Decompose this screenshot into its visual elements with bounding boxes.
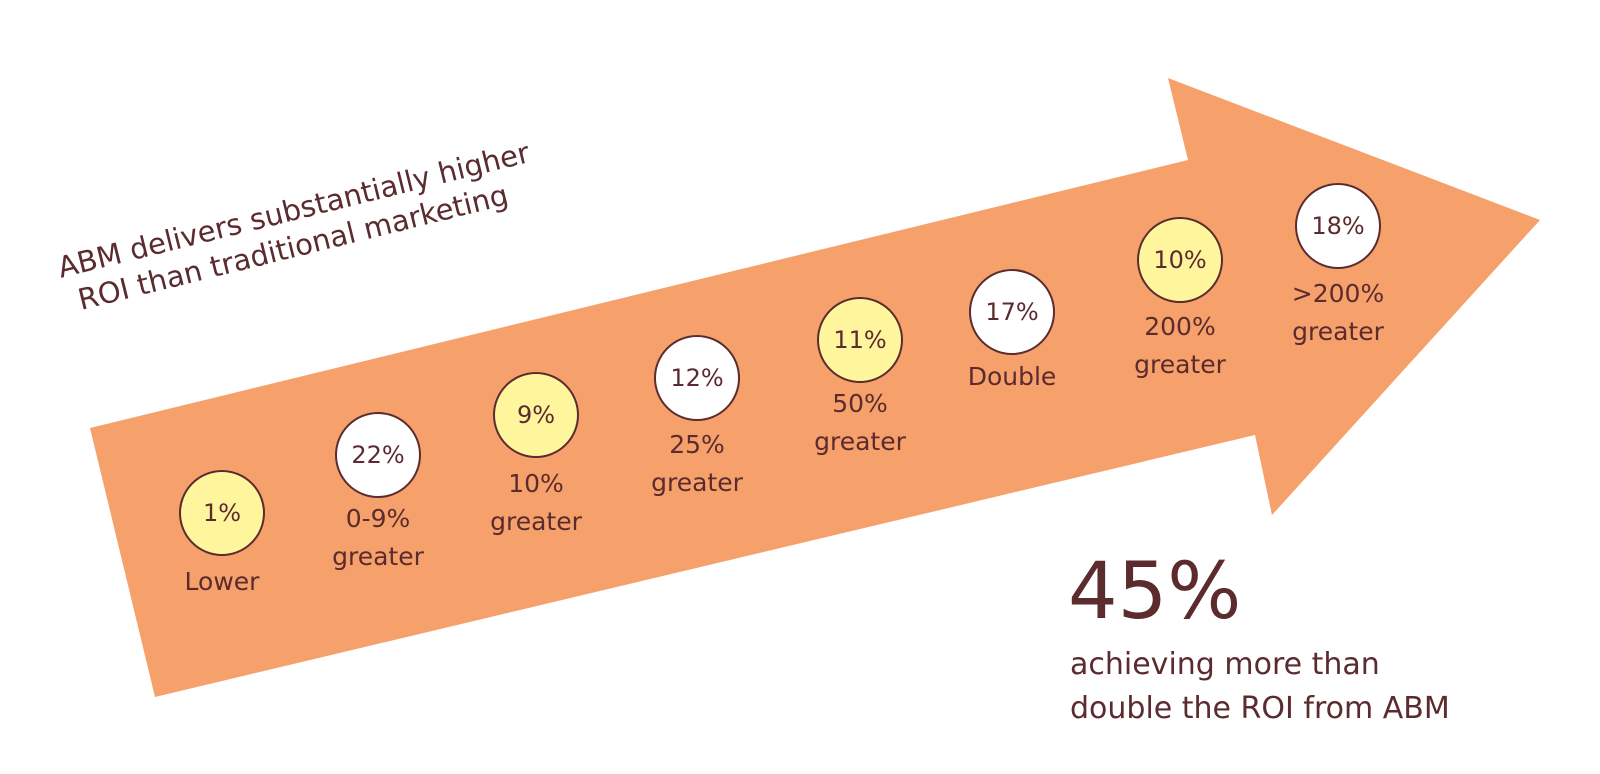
item-label: greater [1292,317,1384,346]
item-label: 0-9% [346,504,411,533]
arrow [90,78,1540,697]
value-circle [335,412,421,498]
value-circle [493,372,579,458]
value-label: 12% [670,364,723,392]
item-label: greater [1134,350,1226,379]
item-label: 200% [1144,312,1215,341]
highlight-value: 45% [1068,547,1241,637]
value-circle [1295,183,1381,269]
value-circle [1137,217,1223,303]
item-label: 25% [669,430,725,459]
highlight-text: achieving more than [1070,647,1380,682]
value-circle [969,269,1055,355]
value-circle [179,470,265,556]
item-label: Double [968,362,1057,391]
item-label: greater [332,542,424,571]
value-circle [817,297,903,383]
value-label: 10% [1153,246,1206,274]
item-label: 50% [832,389,888,418]
value-label: 9% [517,401,555,429]
item-label: 10% [508,469,564,498]
value-label: 17% [985,298,1038,326]
value-label: 22% [351,441,404,469]
value-circle [654,335,740,421]
item-label: greater [490,507,582,536]
item-label: greater [814,427,906,456]
item-label: greater [651,468,743,497]
highlight-text: double the ROI from ABM [1070,691,1450,726]
title: ABM delivers substantially higher ROI th… [54,135,533,317]
value-label: 18% [1311,212,1364,240]
value-label: 11% [833,326,886,354]
value-label: 1% [203,499,241,527]
item-label: Lower [185,567,261,596]
item-label: >200% [1292,279,1384,308]
